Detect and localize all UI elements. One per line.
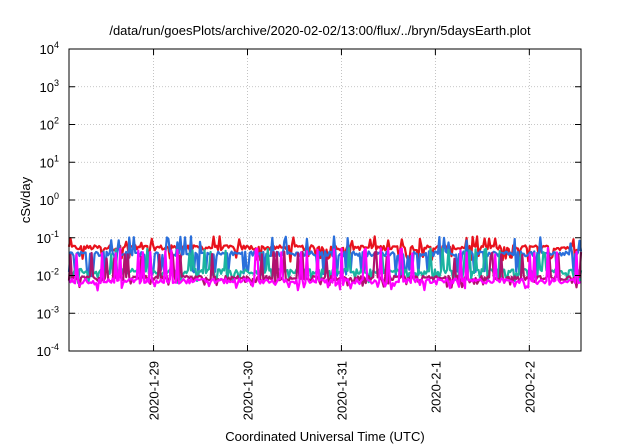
y-tick-label: 101 <box>40 153 59 170</box>
y-tick-label: 103 <box>40 78 59 95</box>
y-tick-label: 104 <box>40 40 59 57</box>
chart-title: /data/run/goesPlots/archive/2020-02-02/1… <box>109 23 531 38</box>
y-tick-label: 10-2 <box>37 267 59 284</box>
series-line-2 <box>67 235 583 278</box>
axis-ticks: 10-4 10-3 10-2 10-1 100 101 102 103 104 2020-1-29… <box>37 40 581 420</box>
x-tick-label: 2020-2-1 <box>428 361 443 413</box>
x-axis-label: Coordinated Universal Time (UTC) <box>225 429 424 444</box>
y-axis-label: cSv/day <box>18 176 33 223</box>
y-tick-label: 10-1 <box>37 229 59 246</box>
x-tick-label: 2020-1-30 <box>240 361 255 420</box>
y-tick-label: 10-3 <box>37 304 59 321</box>
y-tick-label: 102 <box>40 116 59 133</box>
series-line-5 <box>68 246 582 292</box>
y-tick-label: 10-4 <box>37 342 59 359</box>
grid-lines <box>69 48 581 352</box>
x-tick-label: 2020-1-31 <box>334 361 349 420</box>
x-tick-label: 2020-2-2 <box>522 361 537 413</box>
x-tick-label: 2020-1-29 <box>147 361 162 420</box>
series-lines <box>67 235 583 292</box>
y-tick-label: 100 <box>40 191 59 208</box>
